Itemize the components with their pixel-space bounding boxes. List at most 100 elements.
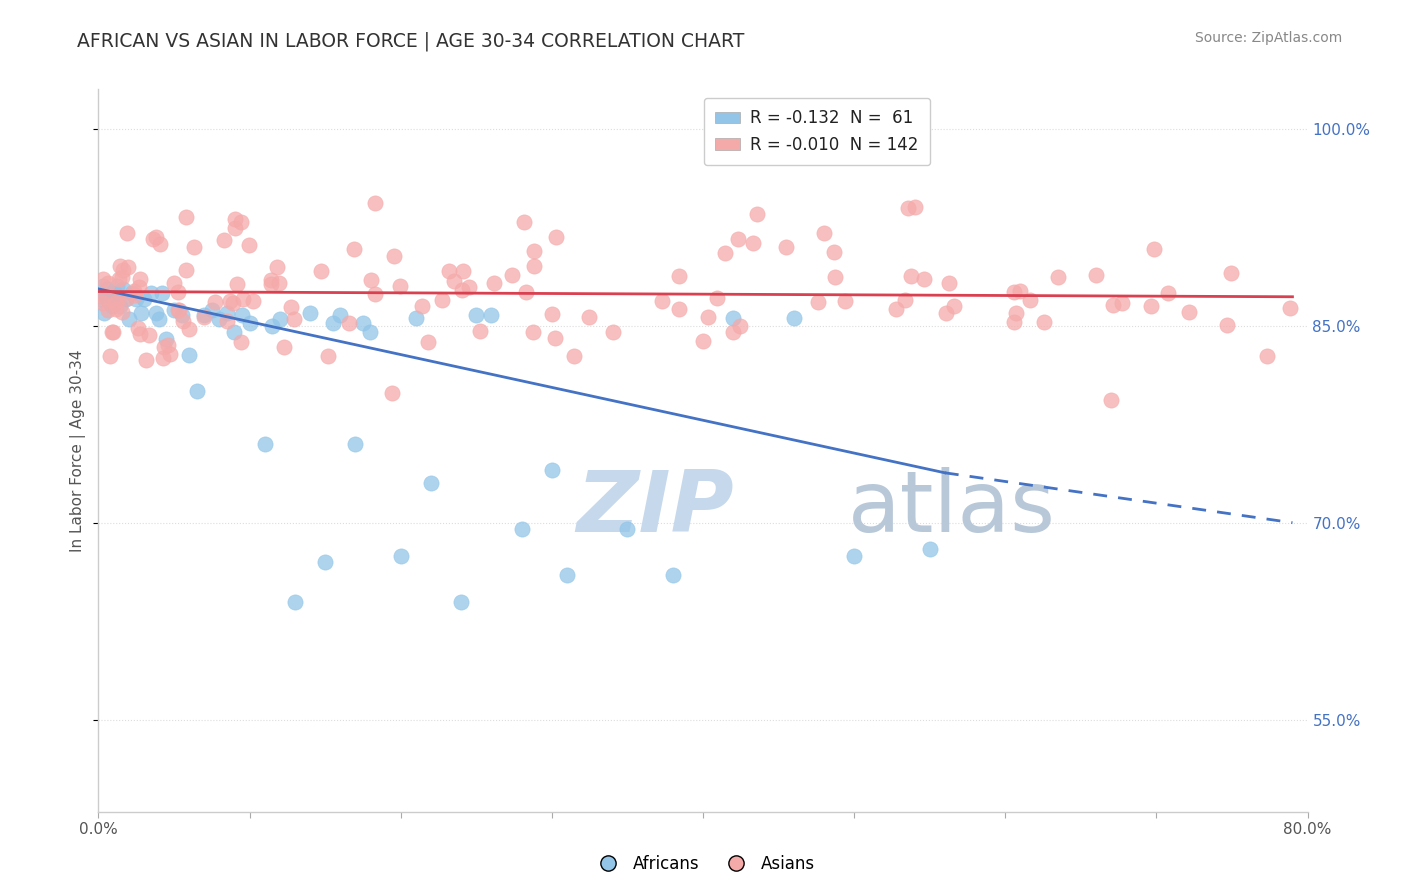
Point [344,437,367,451]
Point [451,283,474,297]
Point [222,296,245,310]
Point [266,260,288,275]
Point [616,522,638,536]
Point [132,293,155,307]
Point [388,278,411,293]
Point [813,227,835,241]
Legend: R = -0.132  N =  61, R = -0.010  N = 142: R = -0.132 N = 61, R = -0.010 N = 142 [704,97,931,165]
Point [900,268,922,283]
Point [1142,243,1164,257]
Point [224,325,246,339]
Point [1099,392,1122,407]
Point [129,305,152,319]
Point [148,312,170,326]
Point [523,260,546,274]
Point [745,207,768,221]
Legend: Africans, Asians: Africans, Asians [585,848,821,880]
Point [125,293,148,307]
Point [314,555,336,569]
Point [451,264,474,278]
Text: AFRICAN VS ASIAN IN LABOR FORCE | AGE 30-34 CORRELATION CHART: AFRICAN VS ASIAN IN LABOR FORCE | AGE 30… [77,31,745,51]
Point [918,541,941,556]
Point [153,340,176,354]
Point [1084,268,1107,282]
Point [103,293,125,307]
Point [156,338,179,352]
Point [420,476,443,491]
Point [142,232,165,246]
Point [104,301,127,316]
Point [269,312,291,326]
Point [94,290,117,304]
Point [253,437,276,451]
Point [1140,299,1163,313]
Point [555,568,578,582]
Point [283,312,305,326]
Point [183,240,205,254]
Point [389,549,412,563]
Point [91,296,114,310]
Point [149,237,172,252]
Point [775,240,797,254]
Point [1008,284,1031,298]
Point [193,308,215,322]
Point [721,326,744,340]
Point [259,273,281,287]
Point [204,295,226,310]
Point [540,463,562,477]
Point [224,212,246,227]
Point [90,293,112,307]
Point [219,294,242,309]
Point [935,306,957,320]
Point [1177,304,1199,318]
Point [101,325,124,339]
Point [155,332,177,346]
Point [145,305,167,319]
Point [1019,293,1042,307]
Point [465,308,488,322]
Point [382,249,405,263]
Point [692,334,714,349]
Point [105,279,128,293]
Text: Source: ZipAtlas.com: Source: ZipAtlas.com [1195,31,1343,45]
Point [512,215,534,229]
Point [405,310,427,325]
Point [1101,298,1123,312]
Point [515,285,537,299]
Point [1157,286,1180,301]
Point [215,305,238,319]
Point [280,300,302,314]
Point [1002,285,1025,300]
Point [231,308,253,322]
Point [100,285,122,300]
Point [242,294,264,309]
Point [111,305,134,319]
Point [783,310,806,325]
Point [651,293,673,308]
Point [884,302,907,317]
Point [110,259,132,273]
Point [101,299,124,313]
Point [697,310,720,324]
Point [322,316,344,330]
Point [98,295,121,310]
Point [541,307,564,321]
Point [166,302,188,317]
Point [260,277,283,291]
Point [510,522,533,536]
Point [668,268,690,283]
Point [824,270,846,285]
Point [128,326,150,341]
Point [177,321,200,335]
Point [1220,266,1243,280]
Point [97,276,120,290]
Point [262,318,284,333]
Point [100,350,122,364]
Point [938,276,960,290]
Point [238,237,260,252]
Point [117,260,139,274]
Point [163,302,186,317]
Point [337,316,360,330]
Point [128,272,150,286]
Point [360,325,382,339]
